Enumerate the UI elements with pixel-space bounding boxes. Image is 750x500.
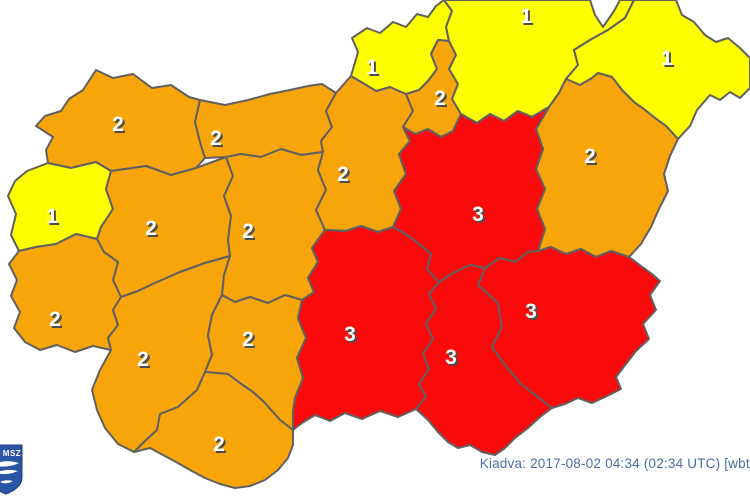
label-shadow-hajdu-bihar: 2 [586, 147, 598, 170]
label-heves: 2 [434, 87, 446, 110]
label-shadow-pest: 2 [339, 165, 351, 188]
county-warning-labels: 2 2 2 2 1 1 2 2 2 2 2 2 2 2 2 2 2 2 2 2 … [46, 5, 675, 458]
label-veszprem: 2 [145, 217, 157, 240]
omsz-shield-icon: MSZ [0, 444, 23, 495]
label-shadow-zala: 2 [51, 310, 63, 333]
label-csongrad: 3 [445, 346, 457, 369]
label-shadow-gyor-moson-sopron: 2 [114, 115, 126, 138]
label-shadow-csongrad: 3 [447, 348, 459, 371]
label-shadow-jasz-nagykun-szolnok: 3 [474, 205, 486, 228]
label-borsod: 1 [520, 5, 532, 28]
label-baranya: 2 [213, 433, 225, 456]
label-shadow-somogy: 2 [139, 350, 151, 373]
label-shadow-bekes: 3 [527, 302, 539, 325]
label-pest: 2 [337, 163, 349, 186]
logo-text: MSZ [3, 449, 21, 458]
label-bekes: 3 [525, 300, 537, 323]
label-somogy: 2 [137, 348, 149, 371]
label-shadow-vas: 1 [48, 207, 60, 230]
label-shadow-heves: 2 [436, 89, 448, 112]
label-shadow-szabolcs: 1 [663, 49, 675, 72]
county-baranya[interactable] [133, 371, 294, 489]
label-shadow-komarom-esztergom: 2 [212, 129, 224, 152]
label-shadow-tolna: 2 [244, 330, 256, 353]
label-shadow-borsod: 1 [522, 7, 534, 30]
label-jasz-nagykun-szolnok: 3 [472, 203, 484, 226]
label-bacs-kiskun: 3 [344, 323, 356, 346]
label-nograd: 1 [366, 56, 378, 79]
label-shadow-nograd: 1 [368, 58, 380, 81]
county-bacs-kiskun[interactable] [292, 225, 440, 431]
label-vas: 1 [46, 205, 58, 228]
label-shadow-veszprem: 2 [147, 219, 159, 242]
label-hajdu-bihar: 2 [584, 145, 596, 168]
omsz-logo: MSZ [0, 443, 24, 495]
county-bekes[interactable] [477, 246, 661, 409]
label-gyor-moson-sopron: 2 [112, 113, 124, 136]
label-tolna: 2 [242, 328, 254, 351]
label-shadow-fejer: 2 [244, 222, 256, 245]
issued-timestamp: Kiadva: 2017-08-02 04:34 (02:34 UTC) [wb… [479, 456, 750, 471]
label-shadow-bacs-kiskun: 3 [346, 325, 358, 348]
label-komarom-esztergom: 2 [210, 127, 222, 150]
label-shadow-baranya: 2 [215, 435, 227, 458]
county-zala[interactable] [8, 233, 122, 353]
label-zala: 2 [49, 308, 61, 331]
label-szabolcs: 1 [661, 47, 673, 70]
label-fejer: 2 [242, 220, 254, 243]
